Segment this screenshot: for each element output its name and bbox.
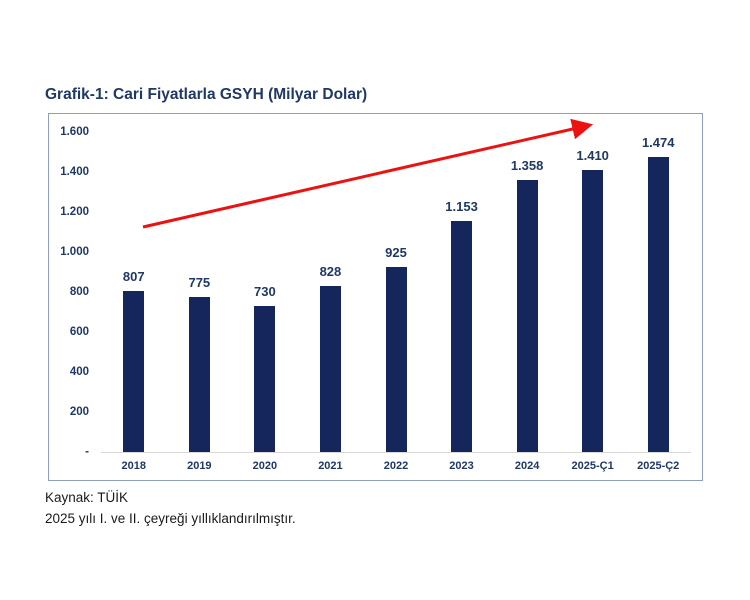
x-tick-label: 2024	[514, 460, 540, 472]
y-tick-label: 1.600	[60, 126, 89, 138]
source-note: Kaynak: TÜİK	[45, 490, 129, 505]
x-tick-label: 2022	[383, 460, 409, 472]
bar-value-label: 925	[385, 245, 407, 260]
y-tick-label: 1.200	[60, 206, 89, 218]
bar-2018	[123, 291, 145, 452]
footer: Kaynak: TÜİK 2025 yılı I. ve II. çeyreği…	[45, 487, 296, 529]
y-tick-label: 1.400	[60, 166, 89, 178]
x-tick-label: 2023	[449, 460, 474, 472]
x-tick-label: 2021	[318, 460, 343, 472]
bar-2022	[385, 267, 407, 452]
x-tick-label: 2025-Ç1	[571, 460, 614, 472]
x-tick-label: 2025-Ç2	[637, 460, 680, 472]
bar-2019	[188, 297, 210, 452]
bar-value-label: 1.410	[576, 148, 609, 163]
y-tick-label: 400	[69, 366, 89, 378]
bar-2025-Ç1	[582, 170, 604, 452]
y-tick-label: 600	[69, 326, 89, 338]
x-tick-label: 2018	[121, 460, 147, 472]
bar-2023	[451, 221, 473, 452]
method-note: 2025 yılı I. ve II. çeyreği yıllıklandır…	[45, 511, 296, 526]
y-axis: 1.600 1.400 1.200 1.000 800 600 400 200 -	[49, 114, 89, 480]
x-axis-line	[101, 452, 691, 453]
y-tick-label: -	[85, 446, 89, 458]
bar-value-label: 828	[319, 264, 342, 279]
bar-value-label: 1.358	[510, 158, 544, 173]
plot-area: 807 2018 775 2019 730 2020 828 2021 925 2022 1.153…	[101, 132, 691, 472]
bar-2020	[254, 306, 276, 452]
y-tick-label: 200	[69, 406, 89, 418]
bar-2021	[319, 286, 341, 452]
y-tick-label: 800	[69, 286, 89, 298]
bar-value-label: 1.474	[641, 135, 675, 150]
chart-title: Grafik-1: Cari Fiyatlarla GSYH (Milyar D…	[45, 86, 368, 103]
x-tick-label: 2020	[252, 460, 278, 472]
bar-2025-Ç2	[647, 157, 669, 452]
bar-value-label: 730	[254, 284, 276, 299]
bar-value-label: 807	[122, 269, 145, 284]
bar-2024	[516, 180, 538, 452]
chart-frame: 1.600 1.400 1.200 1.000 800 600 400 200 - 807 201…	[48, 113, 703, 481]
bar-value-label: 1.153	[445, 199, 478, 214]
x-tick-label: 2019	[187, 460, 212, 472]
bar-value-label: 775	[188, 275, 211, 290]
y-tick-label: 1.000	[60, 246, 89, 258]
